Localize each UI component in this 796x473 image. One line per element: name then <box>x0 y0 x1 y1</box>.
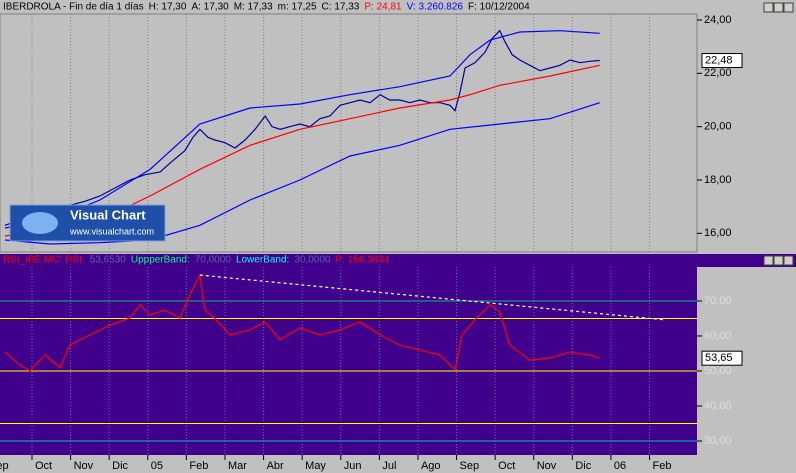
header-item: V: 3.260.826 <box>407 2 464 13</box>
legend-item: LowerBand: <box>236 255 289 266</box>
rsi-plot <box>0 267 697 455</box>
header-item: F: 10/12/2004 <box>468 2 530 13</box>
header-item: M: 17,33 <box>234 2 273 13</box>
legend-item: UppperBand: <box>131 255 190 266</box>
series-line <box>4 273 600 372</box>
last-value-label: 22,48 <box>705 54 733 66</box>
x-tick-label: Mar <box>228 460 247 472</box>
y-tick-label: 24,00 <box>704 14 732 26</box>
y-tick-label: 16,00 <box>704 227 732 239</box>
legend-item: 53,6530 <box>90 255 127 266</box>
legend-item: 70,0000 <box>195 255 232 266</box>
header-item: H: 17,30 <box>149 2 187 13</box>
header-item: C: 17,33 <box>322 2 360 13</box>
y-tick-label: 18,00 <box>704 174 732 186</box>
logo-icon <box>22 212 58 234</box>
maximize-button[interactable] <box>773 255 784 266</box>
x-tick-label: Feb <box>189 460 208 472</box>
maximize-button[interactable] <box>773 2 784 13</box>
x-tick-label: Sep <box>460 460 480 472</box>
legend-item: RSI_IBE.MC: RSI: <box>3 255 85 266</box>
x-tick-label: Oct <box>498 460 515 472</box>
x-tick-label: Ago <box>421 460 441 472</box>
minimize-button[interactable] <box>763 2 774 13</box>
close-button[interactable] <box>783 255 794 266</box>
chart-title: IBERDROLA - Fin de día 1 días <box>3 2 144 13</box>
header-item: A: 17,30 <box>191 2 229 13</box>
window-buttons <box>763 2 794 266</box>
last-value-label: 53,65 <box>705 352 733 364</box>
x-tick-label: Oct <box>35 460 52 472</box>
x-tick-label: Dic <box>575 460 591 472</box>
x-tick-label: Nov <box>537 460 557 472</box>
header-item: P: 24,81 <box>364 2 402 13</box>
x-tick-label: Abr <box>267 460 284 472</box>
y-tick-label: 60,00 <box>704 330 732 342</box>
series-line <box>4 102 600 245</box>
x-tick-label: Nov <box>74 460 94 472</box>
series-line <box>4 29 600 226</box>
last-value-box <box>701 350 743 366</box>
legend-item: P: 156,3634 <box>335 255 389 266</box>
y-tick-label: 22,00 <box>704 67 732 79</box>
x-tick-label: May <box>305 460 326 472</box>
x-tick-label: Dic <box>112 460 128 472</box>
x-tick-label: ep <box>0 460 9 472</box>
header-item: m: 17,25 <box>278 2 317 13</box>
y-tick-label: 70,00 <box>704 295 732 307</box>
series-line <box>4 30 600 229</box>
rsi-header <box>0 254 796 267</box>
y-tick-label: 30,00 <box>704 435 732 447</box>
logo-url: www.visualchart.com <box>69 226 154 236</box>
y-tick-label: 40,00 <box>704 400 732 412</box>
last-value-box <box>701 53 743 69</box>
y-tick-label: 50,00 <box>704 365 732 377</box>
x-tick-label: 06 <box>614 460 626 472</box>
x-tick-label: 05 <box>151 460 163 472</box>
x-tick-label: Jun <box>344 460 362 472</box>
close-button[interactable] <box>783 2 794 13</box>
minimize-button[interactable] <box>763 255 774 266</box>
y-tick-label: 20,00 <box>704 121 732 133</box>
legend-item: 30,0000 <box>294 255 331 266</box>
logo: Visual Chart www.visualchart.com <box>9 204 166 242</box>
x-tick-label: Jul <box>382 460 396 472</box>
logo-title: Visual Chart <box>70 207 146 222</box>
x-tick-label: Feb <box>653 460 672 472</box>
